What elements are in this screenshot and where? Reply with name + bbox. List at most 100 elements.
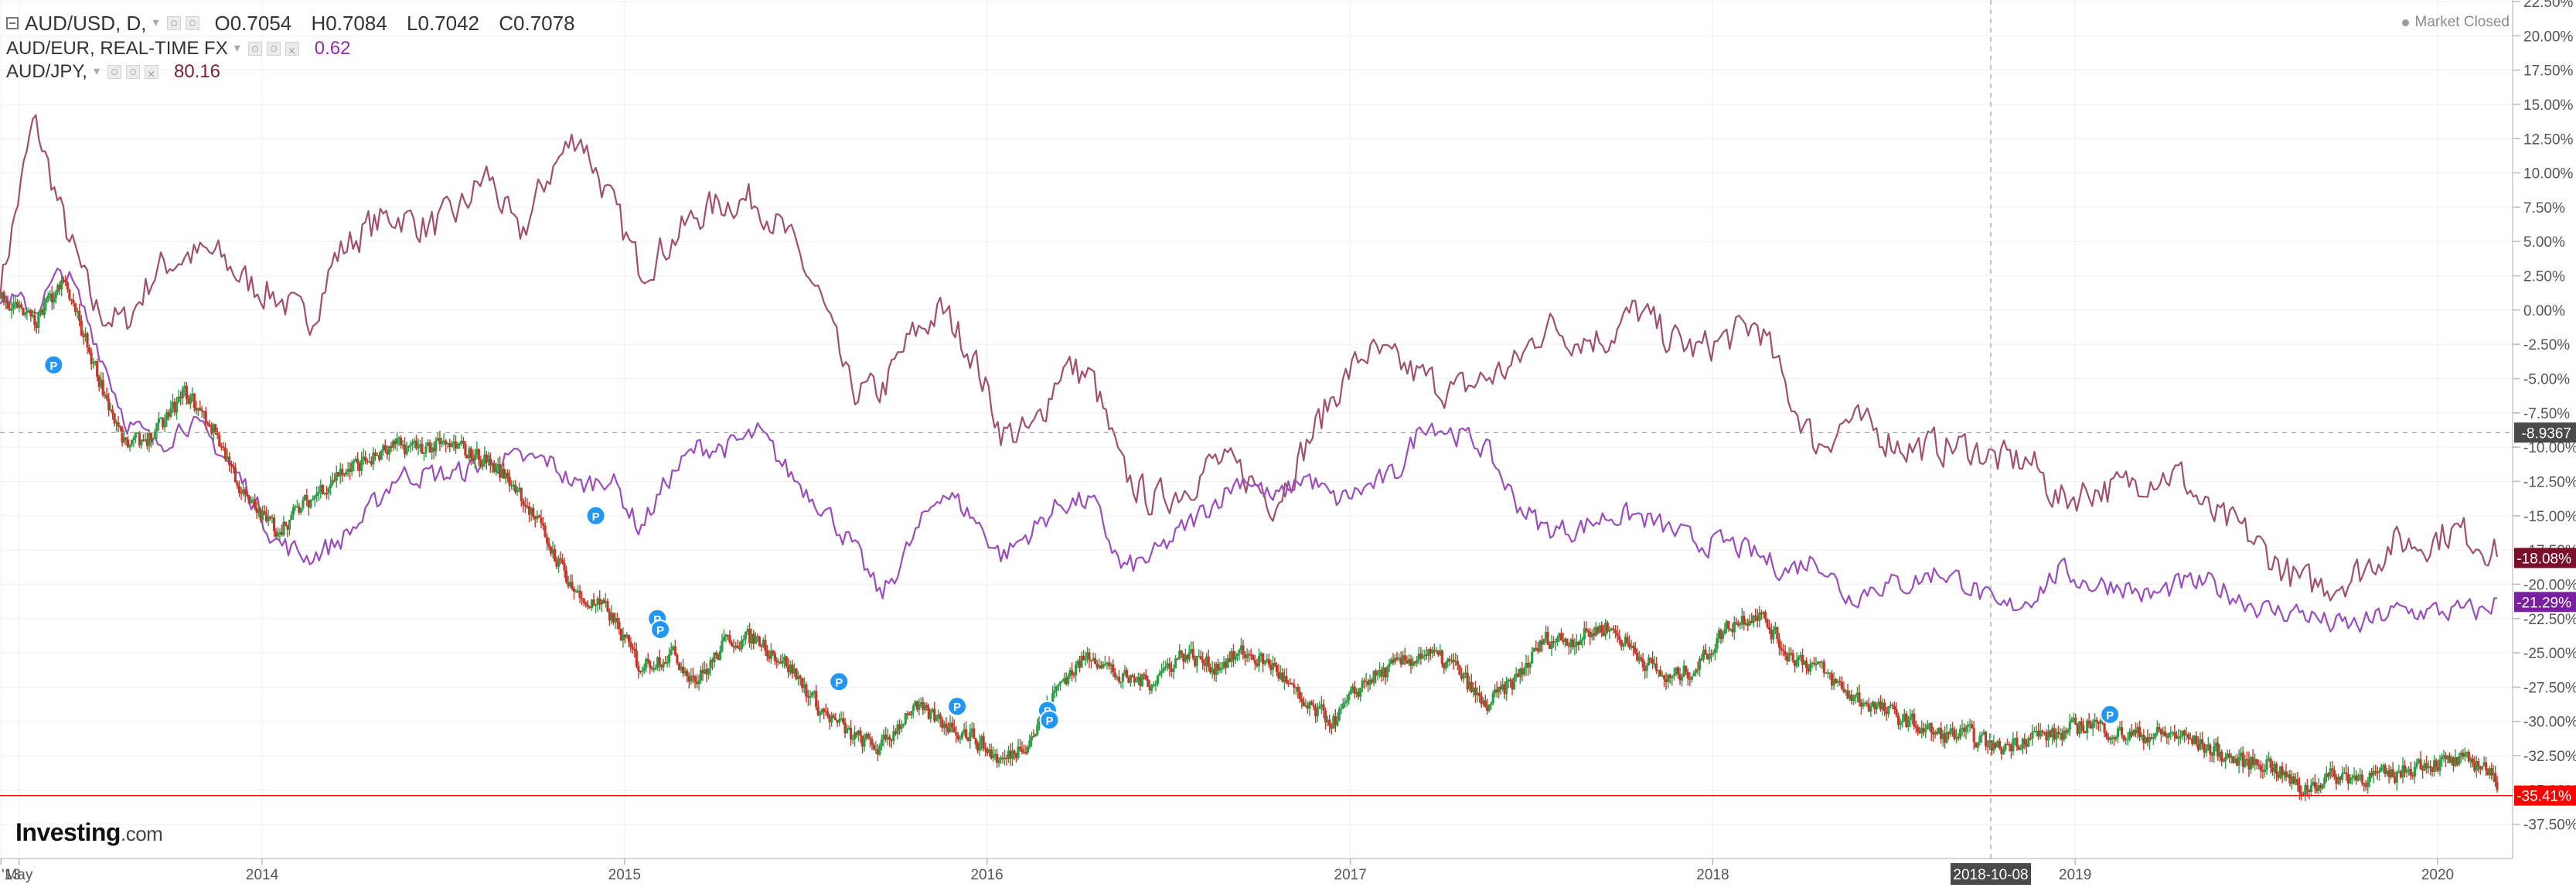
investing-logo[interactable]: Investing .com [15, 818, 163, 847]
candle [1416, 656, 1419, 667]
chevron-down-icon[interactable]: ▾ [233, 42, 240, 55]
candle [857, 729, 860, 742]
candle [1613, 624, 1617, 639]
event-marker-circle [1039, 709, 1060, 730]
candle-body [2290, 776, 2294, 784]
candle-body [1814, 664, 1818, 666]
event-marker[interactable]: P [947, 696, 968, 717]
candle [1176, 657, 1179, 661]
candle-body [718, 651, 722, 661]
legend-row-main[interactable]: AUD/USD, D, ▾ O0.7054 H0.7084 L0.7042 C0… [6, 9, 589, 37]
candle-body [1634, 647, 1637, 654]
candle-body [2205, 749, 2208, 753]
candle [1590, 629, 1593, 641]
candle [124, 437, 128, 446]
event-marker[interactable]: P [43, 354, 64, 375]
chevron-down-icon[interactable]: ▾ [152, 16, 159, 29]
event-marker[interactable]: P [1039, 709, 1060, 730]
candle-body [1239, 645, 1243, 650]
candle [871, 736, 874, 750]
candle [633, 642, 636, 658]
candle [2323, 773, 2326, 789]
candle [1106, 661, 1109, 670]
settings-icon[interactable] [266, 42, 281, 56]
candle [400, 435, 403, 449]
legend-row-eur[interactable]: AUD/EUR, REAL-TIME FX ▾ 0.62 [6, 37, 589, 63]
candle [1310, 699, 1314, 706]
candle [1830, 670, 1834, 691]
candle [1178, 644, 1181, 661]
candle-body [1318, 705, 1321, 709]
candle-body [23, 312, 27, 316]
candle [503, 463, 506, 480]
candle [1269, 660, 1273, 675]
eur-symbol-label[interactable]: AUD/EUR, REAL-TIME FX [6, 38, 228, 59]
candle [1801, 648, 1804, 673]
candle [1719, 628, 1722, 644]
candle [2031, 724, 2034, 746]
candle [772, 649, 775, 657]
candle [1940, 722, 1943, 744]
candle-body [703, 669, 707, 674]
candle-body [2481, 766, 2484, 770]
candle [1532, 647, 1535, 652]
candle-body [2438, 759, 2441, 771]
candle [1618, 629, 1621, 645]
chevron-down-icon[interactable]: ▾ [93, 65, 100, 78]
candle-body [1613, 630, 1617, 633]
candle [2056, 725, 2060, 739]
candle-body [1302, 702, 1305, 707]
candle [345, 469, 348, 477]
candle [805, 681, 808, 703]
candle-body [82, 335, 85, 337]
close-icon[interactable] [285, 40, 299, 63]
settings-icon[interactable] [185, 16, 199, 30]
candle [373, 449, 377, 461]
candle-body [2013, 738, 2017, 739]
event-marker[interactable]: P [2100, 704, 2121, 725]
main-symbol-label[interactable]: AUD/USD, D, [25, 12, 147, 35]
candle-body [100, 380, 103, 387]
candle-body [214, 424, 217, 432]
candle [1314, 703, 1317, 724]
event-marker[interactable]: P [650, 619, 671, 640]
close-icon[interactable] [144, 63, 158, 87]
candle [754, 632, 757, 644]
collapse-legend-icon[interactable] [6, 17, 19, 29]
eye-icon[interactable] [166, 16, 181, 30]
candle [2130, 724, 2133, 738]
event-marker[interactable]: P [585, 505, 606, 526]
candle-body [2249, 756, 2253, 770]
candle-body [226, 456, 229, 460]
candle-body [462, 440, 465, 444]
candle-body [2442, 755, 2445, 757]
eye-icon[interactable] [247, 42, 262, 56]
candle [1821, 660, 1824, 669]
candle [128, 444, 131, 452]
candle [1569, 637, 1573, 654]
candle-body [2405, 770, 2408, 773]
candle-body [2189, 738, 2192, 739]
eye-icon[interactable] [107, 65, 121, 79]
candle [1994, 741, 1998, 749]
candle [83, 327, 87, 343]
jpy-symbol-label[interactable]: AUD/JPY, [6, 61, 87, 82]
settings-icon[interactable] [125, 65, 140, 79]
candle-body [1490, 703, 1493, 705]
candle [2241, 746, 2244, 773]
candle [1949, 723, 1952, 737]
candle-body [2444, 755, 2448, 760]
legend-row-jpy[interactable]: AUD/JPY, ▾ 80.16 [6, 60, 589, 87]
candle [823, 707, 826, 720]
candle-body [1361, 680, 1364, 688]
candle [1267, 653, 1270, 668]
candle-body [1682, 665, 1685, 678]
candle-body [2473, 763, 2476, 771]
event-marker[interactable]: P [829, 671, 850, 692]
candle [418, 439, 422, 452]
candle-body [2332, 770, 2336, 777]
candle [898, 719, 901, 736]
candle-body [1273, 663, 1276, 665]
